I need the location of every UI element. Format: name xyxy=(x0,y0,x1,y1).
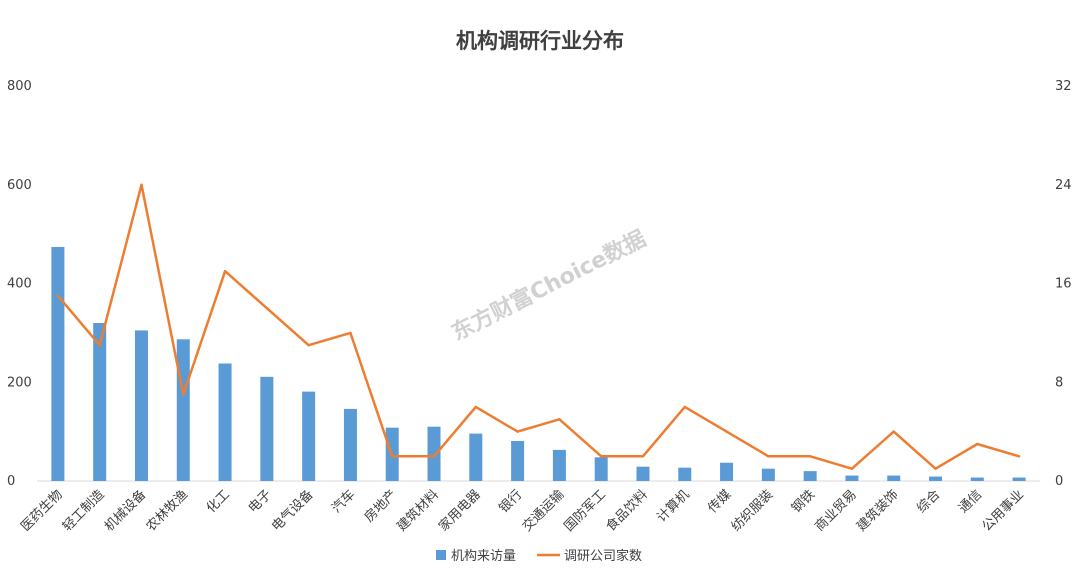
y-left-tick-label: 0 xyxy=(7,474,15,489)
bar xyxy=(343,408,357,481)
y-right-tick-label: 0 xyxy=(1055,474,1063,489)
y-left-tick-label: 400 xyxy=(7,277,32,292)
line-point xyxy=(307,344,310,347)
bar xyxy=(552,449,566,481)
bar xyxy=(511,441,525,481)
bar xyxy=(176,339,190,481)
bar xyxy=(1012,477,1026,481)
line-point xyxy=(808,455,812,458)
x-tick-label: 计算机 xyxy=(654,487,692,525)
legend-swatch-bar xyxy=(436,550,446,560)
y-right-tick-label: 8 xyxy=(1055,375,1063,390)
bar xyxy=(761,468,775,481)
line-point xyxy=(1017,455,1021,458)
y-left-tick-label: 800 xyxy=(7,79,32,94)
line-point xyxy=(223,269,227,273)
line-series xyxy=(56,183,1021,470)
x-tick-label: 房地产 xyxy=(361,487,400,526)
bar xyxy=(845,475,859,481)
x-tick-label: 机械设备 xyxy=(101,487,149,535)
bar xyxy=(51,246,65,481)
x-tick-label: 轻工制造 xyxy=(60,487,107,534)
line-point xyxy=(641,455,645,458)
x-tick-label: 国防军工 xyxy=(561,487,609,535)
line-point xyxy=(474,405,478,409)
bar xyxy=(887,475,901,481)
x-tick-label: 综合 xyxy=(914,487,943,516)
series-line xyxy=(56,183,1020,470)
bar-series xyxy=(51,246,1026,481)
x-tick-label: 银行 xyxy=(496,487,525,516)
watermark-text: 东方财富Choice数据 xyxy=(447,226,650,347)
chart-title: 机构调研行业分布 xyxy=(456,29,624,53)
y-left-tick-label: 600 xyxy=(7,178,32,193)
line-point xyxy=(725,430,728,433)
x-tick-label: 医药生物 xyxy=(18,487,65,534)
line-point xyxy=(98,344,101,347)
x-tick-label: 建筑材料 xyxy=(394,487,442,535)
bar xyxy=(427,426,441,481)
y-right-tick-label: 32 xyxy=(1055,79,1072,94)
line-point xyxy=(599,455,603,458)
line-point xyxy=(349,331,352,335)
x-tick-label: 电气设备 xyxy=(268,487,316,535)
line-point xyxy=(850,467,854,470)
line-point xyxy=(892,430,895,433)
line-point xyxy=(140,183,143,186)
x-tick-label: 钢铁 xyxy=(789,487,818,516)
line-point xyxy=(558,418,561,421)
line-point xyxy=(976,442,979,446)
line-point xyxy=(516,430,519,433)
y-right-tick-label: 16 xyxy=(1055,277,1072,292)
line-point xyxy=(432,455,436,458)
x-tick-label: 公用事业 xyxy=(980,487,1027,534)
x-tick-label: 纺织服装 xyxy=(729,487,776,534)
watermark: 东方财富Choice数据 xyxy=(447,226,650,347)
line-point xyxy=(56,294,60,298)
x-tick-label: 汽车 xyxy=(329,487,359,517)
legend: 机构来访量 调研公司家数 xyxy=(436,548,642,564)
y-left-tick-label: 200 xyxy=(7,375,32,390)
x-tick-label: 通信 xyxy=(956,487,985,516)
x-tick-label: 家用电器 xyxy=(436,487,484,535)
x-tick-label: 传媒 xyxy=(705,487,734,516)
y-right-tick-label: 24 xyxy=(1055,178,1072,193)
bar xyxy=(929,476,943,481)
line-point xyxy=(934,467,937,470)
bar xyxy=(469,433,483,481)
line-point xyxy=(767,455,770,458)
x-tick-label: 农林牧渔 xyxy=(144,487,191,534)
bar xyxy=(678,467,692,481)
x-tick-label: 食品饮料 xyxy=(603,487,651,535)
line-point xyxy=(391,455,394,458)
bar xyxy=(302,391,316,481)
bar xyxy=(260,376,274,481)
bar xyxy=(594,457,608,481)
line-point xyxy=(683,405,686,409)
line-point xyxy=(265,306,269,310)
bar xyxy=(218,363,232,481)
bar xyxy=(636,466,650,481)
bar xyxy=(134,330,148,481)
bar xyxy=(803,471,817,481)
bar xyxy=(93,323,107,481)
x-tick-label: 商业贸易 xyxy=(812,487,859,534)
x-tick-label: 化工 xyxy=(204,487,233,516)
legend-label-line: 调研公司家数 xyxy=(564,548,642,564)
bar xyxy=(970,477,984,481)
x-tick-label: 交通运输 xyxy=(519,487,567,535)
x-tick-label: 建筑装饰 xyxy=(853,487,901,535)
x-tick-label: 电子 xyxy=(246,487,275,516)
bar xyxy=(720,462,734,481)
line-point xyxy=(182,393,185,396)
legend-label-bar: 机构来访量 xyxy=(451,549,516,564)
